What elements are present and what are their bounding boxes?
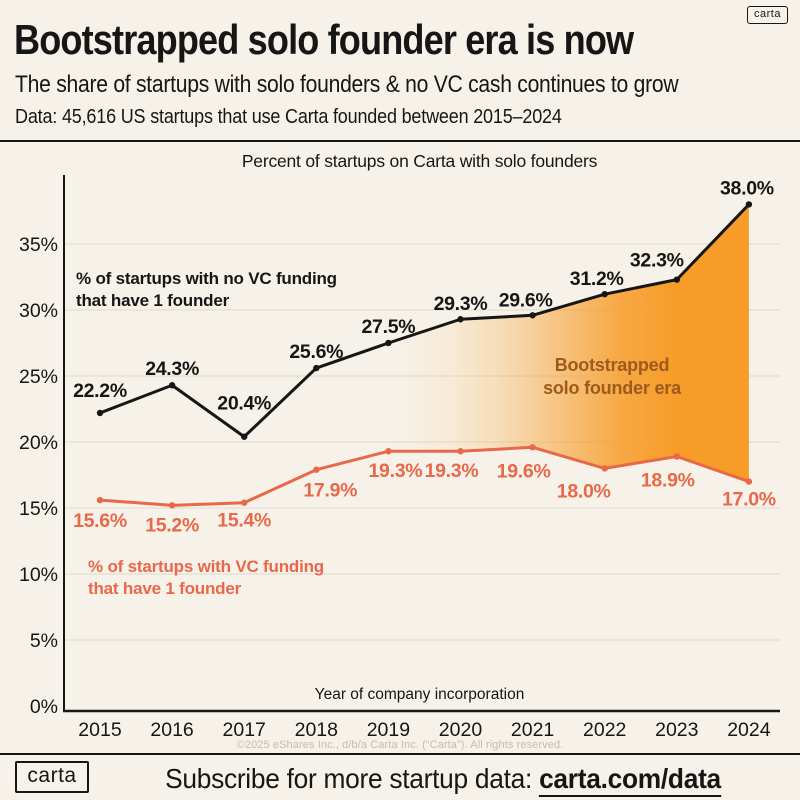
data-point-no_vc-2019 — [385, 339, 392, 347]
legend-vc-line1: % of startups with VC funding — [88, 557, 324, 576]
copyright-footnote: ©2025 eShares Inc., d/b/a Carta Inc. (“C… — [236, 739, 564, 751]
carta-logo-badge: carta — [747, 6, 788, 25]
x-tick-label-2021: 2021 — [511, 719, 554, 741]
data-label-no_vc-2020: 29.3% — [434, 293, 488, 315]
data-label-no_vc-2017: 20.4% — [217, 393, 271, 415]
data-label-no_vc-2023: 32.3% — [630, 250, 684, 272]
x-tick-label-2015: 2015 — [78, 719, 122, 741]
footer-data-link[interactable]: carta.com/data — [539, 763, 721, 797]
data-label-vc-2021: 19.6% — [497, 460, 551, 482]
data-point-no_vc-2024 — [745, 201, 753, 208]
data-label-no_vc-2018: 25.6% — [289, 341, 343, 363]
page-title: Bootstrapped solo founder era is now — [14, 16, 634, 63]
era-annotation-line1: Bootstrapped — [554, 355, 670, 375]
legend-vc-line2: that have 1 founder — [88, 578, 242, 598]
data-point-vc-2015 — [96, 496, 104, 504]
chart-title: Percent of startups on Carta with solo f… — [241, 151, 598, 171]
y-tick-label-35%: 35% — [19, 234, 58, 256]
data-label-vc-2018: 17.9% — [303, 480, 357, 502]
data-point-vc-2020 — [457, 448, 464, 455]
data-point-vc-2021 — [529, 444, 536, 451]
x-tick-label-2023: 2023 — [655, 719, 698, 741]
data-label-no_vc-2015: 22.2% — [73, 380, 127, 402]
x-tick-label-2022: 2022 — [583, 719, 626, 741]
data-point-no_vc-2022 — [601, 290, 608, 298]
y-tick-label-25%: 25% — [19, 366, 58, 388]
data-point-vc-2016 — [168, 502, 176, 509]
data-label-no_vc-2022: 31.2% — [570, 268, 624, 290]
footer-subscribe-prompt: Subscribe for more startup data: — [165, 763, 540, 794]
data-label-vc-2024: 17.0% — [722, 489, 776, 511]
era-annotation-line2: solo founder era — [543, 378, 681, 399]
data-label-no_vc-2021: 29.6% — [499, 289, 553, 311]
data-point-vc-2022 — [601, 465, 608, 472]
data-label-vc-2023: 18.9% — [641, 470, 695, 492]
data-point-no_vc-2016 — [168, 382, 176, 389]
data-label-no_vc-2019: 27.5% — [362, 316, 416, 338]
era-gradient-fill — [388, 204, 749, 482]
no_vc-line — [98, 202, 751, 439]
x-axis-title: Year of company incorporation — [314, 686, 525, 703]
legend-vc-funding: % of startups with VC funding that have … — [88, 556, 324, 600]
data-point-no_vc-2021 — [529, 312, 536, 319]
data-label-vc-2022: 18.0% — [557, 480, 611, 502]
x-tick-label-2016: 2016 — [150, 719, 193, 741]
data-point-vc-2018 — [313, 466, 320, 473]
y-tick-label-15%: 15% — [19, 498, 58, 520]
vc-line — [98, 445, 751, 507]
y-tick-label-0%: 0% — [30, 696, 58, 718]
x-tick-label-2017: 2017 — [223, 719, 266, 741]
data-point-no_vc-2018 — [313, 364, 320, 372]
data-point-vc-2019 — [385, 448, 392, 455]
legend-no-vc-funding: % of startups with no VC funding that ha… — [76, 268, 337, 312]
y-tick-label-30%: 30% — [19, 300, 58, 322]
x-tick-label-2019: 2019 — [367, 719, 410, 741]
y-tick-label-20%: 20% — [19, 432, 58, 454]
data-label-no_vc-2024: 38.0% — [720, 177, 774, 199]
footer-subscribe-text: Subscribe for more startup data: carta.c… — [111, 763, 775, 797]
header-divider — [0, 140, 800, 142]
data-label-no_vc-2016: 24.3% — [145, 358, 199, 380]
data-point-no_vc-2015 — [96, 409, 104, 417]
data-label-vc-2016: 15.2% — [145, 514, 199, 536]
x-tick-label-2018: 2018 — [295, 719, 338, 741]
x-tick-label-2020: 2020 — [439, 719, 483, 741]
footer-divider — [0, 753, 800, 755]
data-point-vc-2023 — [673, 453, 680, 460]
page-subtitle: The share of startups with solo founders… — [15, 71, 679, 98]
data-point-vc-2024 — [745, 478, 753, 485]
y-tick-label-10%: 10% — [19, 564, 58, 586]
legend-no-vc-line2: that have 1 founder — [76, 290, 230, 310]
data-point-vc-2017 — [241, 499, 248, 506]
data-label-vc-2020: 19.3% — [425, 460, 479, 482]
data-source-note: Data: 45,616 US startups that use Carta … — [15, 106, 562, 128]
legend-no-vc-line1: % of startups with no VC funding — [76, 269, 337, 288]
data-point-no_vc-2017 — [241, 433, 248, 440]
y-tick-label-5%: 5% — [30, 630, 58, 652]
data-label-vc-2019: 19.3% — [369, 460, 423, 482]
data-label-vc-2015: 15.6% — [73, 510, 127, 532]
x-tick-label-2024: 2024 — [727, 719, 771, 741]
era-annotation: Bootstrapped solo founder era — [482, 354, 742, 401]
carta-footer-logo: carta — [15, 761, 89, 793]
data-point-no_vc-2020 — [457, 316, 464, 323]
data-label-vc-2017: 15.4% — [217, 510, 271, 532]
data-point-no_vc-2023 — [673, 276, 680, 283]
